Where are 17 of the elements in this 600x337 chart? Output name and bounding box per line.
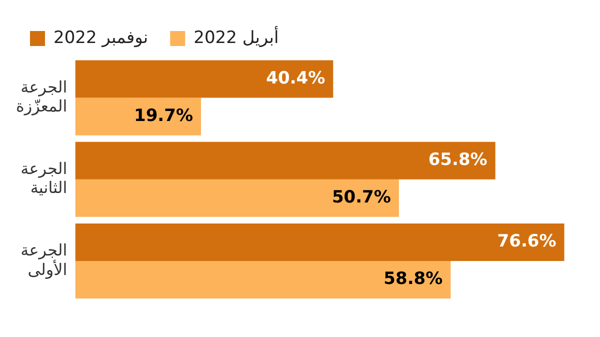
legend-label: نوفمبر 2022 bbox=[54, 28, 148, 48]
data-label: 19.7% bbox=[134, 106, 194, 126]
data-label: 40.4% bbox=[266, 68, 326, 88]
y-tick-label: الجرعة الأولى bbox=[20, 240, 68, 279]
bar bbox=[75, 98, 202, 136]
data-label: 76.6% bbox=[497, 232, 556, 252]
y-tick-label: الجرعة الثانية bbox=[20, 158, 68, 198]
bar bbox=[75, 223, 564, 261]
legend-label: أبريل 2022 bbox=[194, 26, 279, 48]
y-tick-label: الجرعة المعزّزة bbox=[16, 77, 68, 116]
data-label: 50.7% bbox=[332, 188, 391, 208]
data-label: 58.8% bbox=[384, 269, 443, 290]
data-label: 65.8% bbox=[428, 150, 488, 170]
bar bbox=[75, 261, 451, 299]
bar bbox=[75, 142, 496, 180]
bar bbox=[75, 179, 399, 217]
bar bbox=[75, 60, 334, 98]
